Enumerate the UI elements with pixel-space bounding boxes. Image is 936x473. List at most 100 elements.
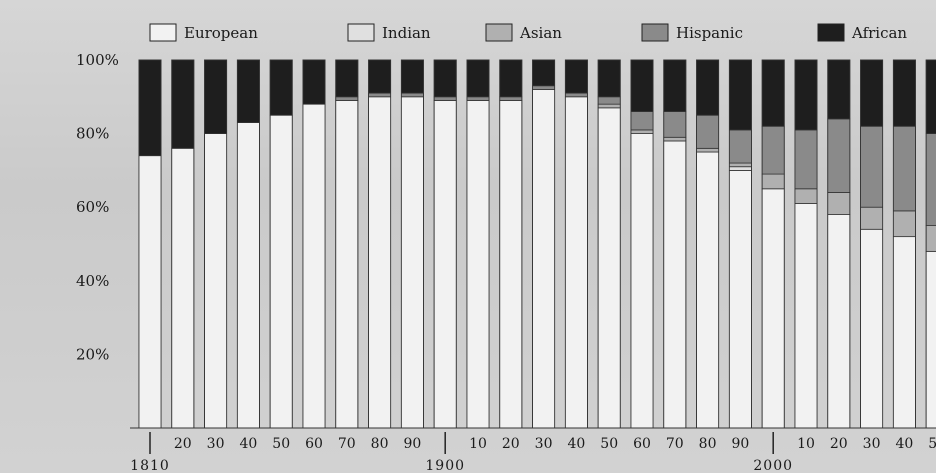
bar-segment-asian: [926, 226, 936, 252]
bar-segment-african: [336, 60, 358, 97]
bar-segment-european: [205, 134, 227, 428]
x-tick-label: 70: [666, 436, 684, 452]
bar-segment-african: [303, 60, 325, 104]
x-tick-label: 40: [239, 436, 257, 452]
bar-segment-african: [664, 60, 686, 112]
bar-segment-european: [926, 251, 936, 428]
bar-segment-european: [172, 148, 194, 428]
bar-segment-asian: [697, 148, 719, 152]
bar-segment-african: [697, 60, 719, 115]
bar-segment-african: [861, 60, 883, 126]
bar-segment-asian: [598, 104, 620, 108]
bar-segment-hispanic: [697, 115, 719, 148]
bar-segment-european: [401, 97, 423, 428]
bar-segment-hispanic: [598, 97, 620, 104]
x-group-label: 2000: [753, 458, 793, 473]
bar-segment-hispanic: [500, 97, 522, 101]
x-group-label: 1900: [425, 458, 465, 473]
bar-segment-european: [795, 204, 817, 428]
y-tick-label: 20%: [76, 345, 109, 363]
bar-segment-indian: [729, 167, 751, 171]
x-tick-label: 10: [797, 436, 815, 452]
bar-segment-african: [795, 60, 817, 130]
bar-segment-asian: [893, 211, 915, 237]
legend-label-european: European: [184, 24, 258, 42]
bar-segment-european: [893, 237, 915, 428]
x-tick-label: 30: [863, 436, 881, 452]
x-tick-label: 50: [600, 436, 618, 452]
bar-segment-hispanic: [926, 134, 936, 226]
bar-segment-european: [828, 215, 850, 428]
y-tick-label: 80%: [76, 125, 109, 143]
x-tick-label: 50: [272, 436, 290, 452]
bar-segment-european: [631, 134, 653, 428]
x-tick-label: 80: [371, 436, 389, 452]
bar-segment-african: [598, 60, 620, 97]
x-tick-label: 10: [469, 436, 487, 452]
y-tick-label: 40%: [76, 272, 109, 290]
bar-segment-hispanic: [467, 97, 489, 101]
legend-swatch-european: [150, 24, 176, 41]
bar-segment-european: [565, 97, 587, 428]
bar-segment-hispanic: [893, 126, 915, 211]
bar-segment-african: [434, 60, 456, 97]
bar-segment-hispanic: [565, 93, 587, 97]
bar-segment-hispanic: [533, 86, 555, 90]
bar-segment-hispanic: [631, 112, 653, 130]
bar-segment-african: [139, 60, 161, 156]
legend-label-asian: Asian: [519, 24, 562, 42]
bar-segment-african: [893, 60, 915, 126]
legend-label-indian: Indian: [382, 24, 431, 42]
bar-segment-european: [664, 141, 686, 428]
x-tick-label: 20: [830, 436, 848, 452]
legend-label-hispanic: Hispanic: [676, 24, 743, 42]
y-tick-label: 100%: [76, 51, 119, 69]
x-tick-label: 40: [567, 436, 585, 452]
bar-segment-european: [762, 189, 784, 428]
x-tick-label: 90: [403, 436, 421, 452]
bar-segment-hispanic: [369, 93, 391, 97]
bar-segment-african: [172, 60, 194, 148]
bar-segment-european: [434, 100, 456, 428]
bar-segment-asian: [631, 130, 653, 134]
bar-segment-african: [533, 60, 555, 86]
x-tick-label: 40: [895, 436, 913, 452]
y-tick-label: 60%: [76, 198, 109, 216]
bar-segment-african: [729, 60, 751, 130]
bar-segment-hispanic: [401, 93, 423, 97]
bar-segment-asian: [861, 207, 883, 229]
x-tick-label: 60: [305, 436, 323, 452]
bar-segment-african: [401, 60, 423, 93]
x-tick-label: 30: [535, 436, 553, 452]
legend-swatch-asian: [486, 24, 512, 41]
x-tick-label: 20: [502, 436, 520, 452]
x-tick-label: 90: [731, 436, 749, 452]
bar-segment-european: [861, 229, 883, 428]
bar-segment-african: [926, 60, 936, 134]
bar-segment-asian: [762, 174, 784, 189]
bar-segment-hispanic: [795, 130, 817, 189]
bar-segment-european: [598, 108, 620, 428]
x-group-label: 1810: [130, 458, 170, 473]
x-tick-label: 70: [338, 436, 356, 452]
bar-segment-hispanic: [861, 126, 883, 207]
bar-segment-asian: [828, 192, 850, 214]
bar-segment-european: [500, 100, 522, 428]
bar-segment-european: [697, 152, 719, 428]
legend-swatch-indian: [348, 24, 374, 41]
bar-segment-european: [467, 100, 489, 428]
bar-segment-african: [237, 60, 259, 123]
bar-segment-hispanic: [729, 130, 751, 163]
x-tick-label: 30: [207, 436, 225, 452]
legend-swatch-hispanic: [642, 24, 668, 41]
bar-segment-african: [500, 60, 522, 97]
bar-segment-asian: [795, 189, 817, 204]
bar-segment-african: [762, 60, 784, 126]
x-tick-label: 80: [699, 436, 717, 452]
bar-segment-european: [336, 100, 358, 428]
bar-segment-european: [369, 97, 391, 428]
bar-segment-european: [303, 104, 325, 428]
bar-segment-asian: [729, 163, 751, 167]
bar-segment-african: [205, 60, 227, 134]
bar-segment-african: [369, 60, 391, 93]
